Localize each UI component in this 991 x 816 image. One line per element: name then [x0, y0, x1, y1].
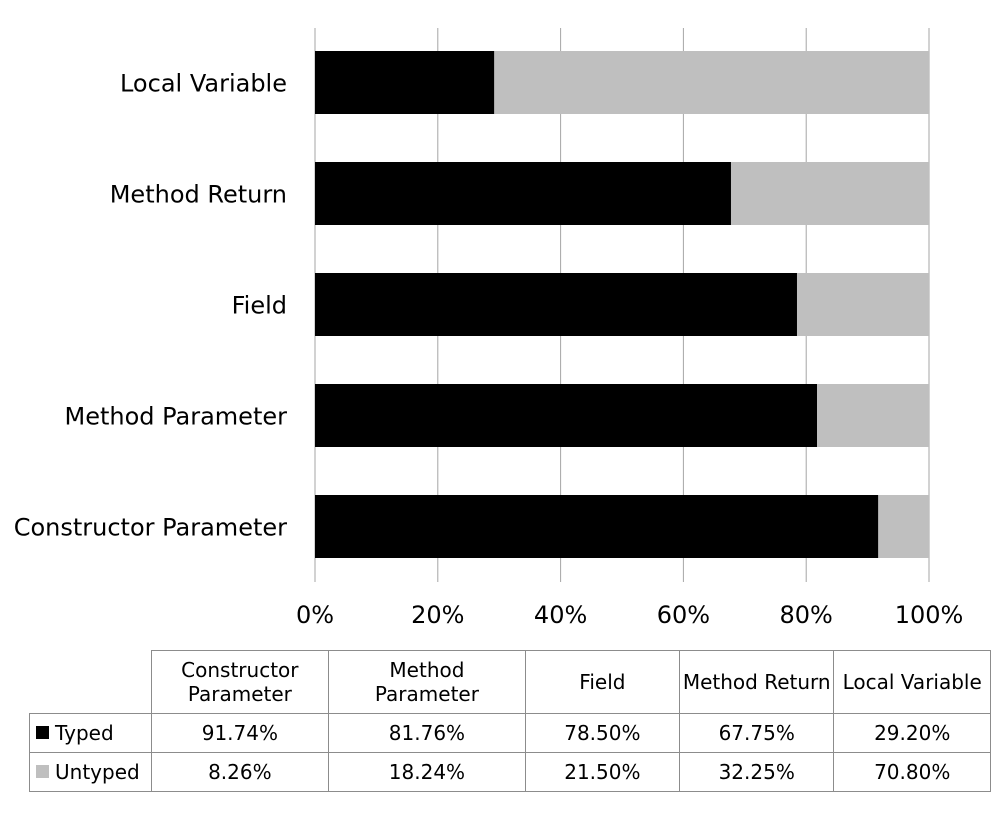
- series-label-typed: Typed: [29, 713, 152, 753]
- bar-typed: [315, 495, 879, 558]
- table-cell: 91.74%: [150, 713, 330, 753]
- bar-chart: Constructor Parameter Method Parameter Fie…: [14, 28, 963, 629]
- bar-typed: [315, 273, 797, 336]
- table-header: Local Variable: [833, 650, 991, 714]
- x-tick-label: 0%: [296, 601, 334, 629]
- category-label: Method Parameter: [64, 403, 287, 431]
- category-label: Field: [232, 292, 287, 320]
- table-row-untyped: Untyped 8.26% 18.24% 21.50% 32.25% 70.80…: [29, 752, 991, 792]
- bar-untyped: [817, 384, 929, 447]
- x-tick-labels: 0% 20% 40% 60% 80% 100%: [296, 601, 963, 629]
- series-label-untyped: Untyped: [29, 752, 152, 792]
- table-cell: 32.25%: [679, 752, 835, 792]
- table-header: Field: [524, 650, 681, 714]
- table-header: Method Return: [679, 650, 835, 714]
- table-row-typed: Typed 91.74% 81.76% 78.50% 67.75% 29.20%: [29, 713, 991, 753]
- x-tick-label: 60%: [657, 601, 710, 629]
- table-header: Method Parameter: [328, 650, 526, 714]
- bar-untyped: [494, 51, 929, 114]
- category-labels: Constructor Parameter Method Parameter Fie…: [14, 70, 287, 542]
- table-cell: 18.24%: [328, 752, 526, 792]
- table-header-row: Constructor Parameter Method Parameter F…: [29, 650, 991, 714]
- table-cell: 21.50%: [524, 752, 681, 792]
- table-cell: 67.75%: [679, 713, 835, 753]
- table-cell: 78.50%: [524, 713, 681, 753]
- bar-untyped: [796, 273, 929, 336]
- category-label: Constructor Parameter: [14, 514, 287, 542]
- bar-typed: [315, 51, 495, 114]
- x-tick-label: 20%: [411, 601, 464, 629]
- series-name: Typed: [55, 721, 114, 745]
- table-corner: [29, 650, 152, 714]
- table-cell: 29.20%: [833, 713, 991, 753]
- table-cell: 8.26%: [150, 752, 330, 792]
- category-label: Local Variable: [120, 70, 287, 98]
- bar-typed: [315, 384, 818, 447]
- x-tick-label: 100%: [895, 601, 964, 629]
- bar-typed: [315, 162, 731, 225]
- x-tick-label: 80%: [780, 601, 833, 629]
- data-table: Constructor Parameter Method Parameter F…: [29, 650, 991, 792]
- category-label: Method Return: [110, 181, 287, 209]
- table-cell: 81.76%: [328, 713, 526, 753]
- untyped-legend-swatch: [36, 765, 49, 778]
- typed-legend-swatch: [36, 726, 49, 739]
- table-header: Constructor Parameter: [150, 650, 330, 714]
- bar-untyped: [730, 162, 929, 225]
- table-cell: 70.80%: [833, 752, 991, 792]
- x-tick-label: 40%: [534, 601, 587, 629]
- series-name: Untyped: [55, 760, 140, 784]
- bar-untyped: [878, 495, 929, 558]
- bars: [315, 51, 929, 558]
